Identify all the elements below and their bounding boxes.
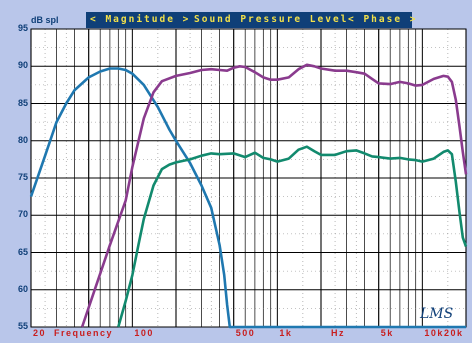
- x-tick-label: 20: [33, 328, 47, 338]
- y-tick-label: 90: [17, 60, 28, 71]
- y-tick-label: 85: [17, 97, 28, 108]
- series-line-1: [29, 67, 466, 329]
- y-tick-label: 80: [17, 134, 28, 145]
- y-tick-label: 95: [17, 23, 28, 33]
- series-line-2: [80, 63, 468, 328]
- phase-tab[interactable]: < Phase >: [348, 14, 418, 25]
- x-tick-label: 1k: [279, 328, 293, 338]
- y-tick-label: 55: [17, 321, 28, 331]
- lms-logo: LMS: [420, 306, 454, 322]
- y-tick-label: 65: [17, 246, 28, 257]
- series-line-3: [117, 145, 468, 328]
- x-tick-label: 20k: [444, 328, 464, 338]
- series-lines: [29, 63, 468, 329]
- x-tick-label: 100: [134, 328, 154, 338]
- x-axis-label: Frequency: [54, 328, 114, 338]
- y-tick-label: 70: [17, 209, 28, 220]
- x-tick-label: 5k: [380, 328, 394, 338]
- chart-header-bar: < Magnitude > Sound Pressure Level < Pha…: [86, 12, 415, 28]
- magnitude-tab[interactable]: < Magnitude >: [90, 14, 191, 25]
- x-tick-label: 10k: [424, 328, 444, 338]
- x-unit-label: Hz: [331, 328, 345, 338]
- y-tick-label: 75: [17, 172, 28, 182]
- chart-title: Sound Pressure Level: [194, 14, 349, 25]
- y-tick-label: 60: [17, 283, 28, 294]
- x-tick-label: 500: [235, 328, 256, 338]
- y-axis-label: dB spl: [31, 15, 59, 25]
